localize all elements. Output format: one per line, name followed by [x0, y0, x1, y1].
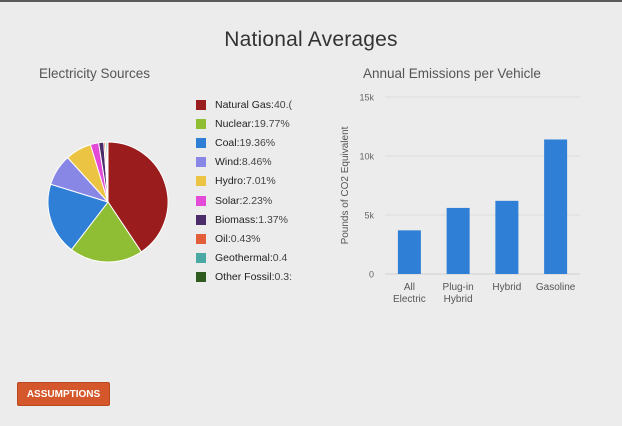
legend-label: Geothermal:	[215, 252, 273, 265]
legend-value: 7.01%	[245, 175, 276, 188]
y-axis-label: Pounds of CO2 Equivalent	[340, 126, 351, 244]
legend-swatch	[196, 176, 206, 187]
legend-label: Wind:	[215, 156, 242, 169]
pie-chart-title: Electricity Sources	[39, 66, 151, 81]
legend-item-solar[interactable]: Solar: 2.23%	[196, 191, 300, 210]
x-tick-label: Hybrid	[492, 282, 521, 293]
bar-chart-title: Annual Emissions per Vehicle	[363, 66, 541, 81]
pie-slice-nuclear[interactable]	[70, 201, 143, 263]
legend-item-biomass[interactable]: Biomass: 1.37%	[196, 210, 300, 229]
legend-swatch	[196, 157, 206, 168]
y-tick-label: 10k	[359, 152, 374, 162]
legend-swatch	[196, 195, 206, 206]
y-tick-label: 5k	[364, 211, 374, 221]
top-rule	[0, 0, 622, 2]
legend-item-other-fossil[interactable]: Other Fossil: 0.3:	[196, 268, 300, 287]
x-tick-label: All	[404, 282, 415, 293]
legend-item-nuclear[interactable]: Nuclear: 19.77%	[196, 114, 300, 133]
pie-chart	[47, 141, 169, 263]
legend-value: 8.46%	[241, 156, 272, 169]
legend-item-wind[interactable]: Wind: 8.46%	[196, 153, 300, 172]
legend-label: Hydro:	[215, 175, 246, 188]
bar-hybrid[interactable]	[495, 200, 519, 274]
legend-swatch	[196, 233, 206, 244]
legend-value: 19.36%	[239, 136, 276, 149]
legend-label: Biomass:	[215, 213, 259, 226]
legend-value: 0.3:	[274, 271, 293, 284]
page-title: National Averages	[224, 28, 398, 51]
legend-item-natural-gas[interactable]: Natural Gas: 40.(	[196, 95, 300, 114]
legend-swatch	[196, 137, 206, 148]
y-tick-label: 0	[369, 270, 374, 280]
bar-plug-in-hybrid[interactable]	[446, 207, 470, 274]
legend-label: Nuclear:	[215, 117, 255, 130]
legend-value: 0.4	[272, 252, 288, 265]
pie-slice-coal[interactable]	[47, 183, 109, 251]
legend-label: Coal:	[215, 136, 240, 149]
bar-gasoline[interactable]	[544, 139, 568, 274]
legend-label: Other Fossil:	[215, 271, 275, 284]
pie-legend: Natural Gas: 40.(Nuclear: 19.77% Coal: 19…	[196, 95, 300, 287]
legend-item-geothermal[interactable]: Geothermal: 0.4	[196, 249, 300, 268]
assumptions-button[interactable]: ASSUMPTIONS	[17, 382, 110, 406]
legend-item-hydro[interactable]: Hydro: 7.01%	[196, 172, 300, 191]
legend-value: 0.43%	[230, 232, 261, 245]
bar-chart: 0 5k 10k 15k Pounds of CO2 Equivalent AllElec…	[340, 93, 580, 305]
bar-all-electric[interactable]	[397, 230, 421, 274]
legend-label: Natural Gas:	[215, 98, 274, 111]
x-tick-label: Gasoline	[536, 282, 576, 293]
legend-label: Solar:	[215, 194, 243, 207]
legend-value: 19.77%	[254, 117, 290, 130]
legend-item-oil[interactable]: Oil: 0.43%	[196, 229, 300, 248]
legend-value: 1.37%	[258, 213, 288, 226]
x-tick-label: Plug-in	[443, 282, 474, 293]
legend-swatch	[196, 253, 206, 264]
legend-swatch	[196, 272, 206, 283]
x-tick-label: Electric	[393, 294, 426, 305]
x-tick-label: Hybrid	[444, 294, 473, 305]
y-tick-label: 15k	[359, 93, 374, 103]
pie-slice-other-fossil[interactable]	[106, 141, 109, 203]
legend-swatch	[196, 118, 206, 129]
legend-value: 2.23%	[242, 194, 273, 207]
legend-value: 40.(	[273, 98, 293, 111]
legend-item-coal[interactable]: Coal: 19.36%	[196, 133, 300, 152]
legend-swatch	[196, 99, 206, 110]
legend-label: Oil:	[215, 232, 231, 245]
legend-swatch	[196, 214, 206, 225]
